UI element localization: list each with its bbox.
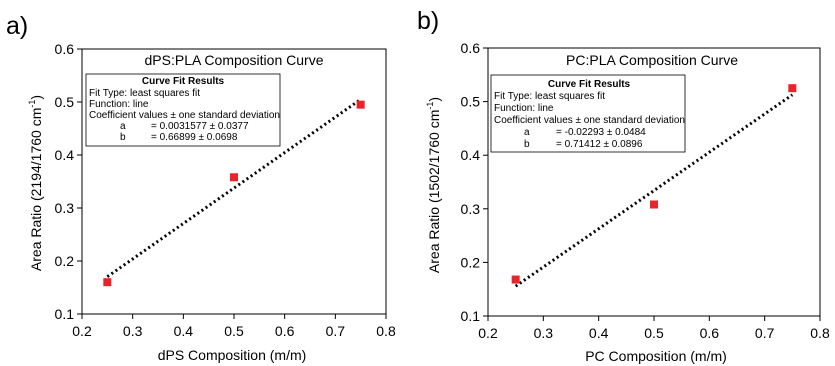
panel-b-fit-coef-header: Coefficient values ± one standard deviat… bbox=[494, 115, 685, 126]
panel-a-x-tick-label: 0.5 bbox=[224, 323, 244, 339]
panel-a-fit-coef-b-value: = 0.66899 ± 0.0698 bbox=[151, 132, 238, 143]
panel-a-fit-line bbox=[106, 98, 362, 278]
panel-b-x-tick-label: 0.3 bbox=[534, 325, 554, 341]
panel-b-y-tick-label: 0.5 bbox=[461, 94, 481, 110]
panel-a-data-point bbox=[103, 278, 112, 287]
panel-b-data-points bbox=[511, 84, 797, 284]
panel-a-fit-box: Curve Fit Results Fit Type: least square… bbox=[85, 73, 281, 147]
panel-b-x-tick-label: 0.2 bbox=[478, 325, 498, 341]
panel-b-fit-coef-b-value: = 0.71412 ± 0.0896 bbox=[556, 139, 643, 150]
panel-a-x-tick-label: 0.8 bbox=[376, 323, 396, 339]
panel-b-x-ticks: 0.2 0.3 0.4 0.5 0.6 0.7 0.8 bbox=[478, 316, 830, 341]
panel-a-y-tick-label: 0.3 bbox=[55, 200, 75, 216]
panel-a-y-axis-label: Area Ratio (2194/1760 cm-1) bbox=[27, 95, 44, 271]
panel-b-fit-function: Function: line bbox=[494, 103, 554, 114]
panel-b-fit-coef-a-value: = -0.02293 ± 0.0484 bbox=[556, 127, 646, 138]
panel-a-fit-coef-a-value: = 0.0031577 ± 0.0377 bbox=[151, 121, 249, 132]
panel-b-x-tick-label: 0.7 bbox=[755, 325, 775, 341]
panel-b-fit-coef-b-name: b bbox=[524, 139, 530, 150]
panel-b-y-tick-label: 0.3 bbox=[461, 201, 481, 217]
panel-a-y-axis-label-sup: -1 bbox=[27, 100, 37, 108]
panel-a-letter: a) bbox=[6, 12, 28, 40]
panel-b-y-ticks: 0.1 0.2 0.3 0.4 0.5 0.6 bbox=[461, 40, 488, 324]
panel-b-data-point bbox=[788, 84, 797, 93]
panel-a-data-point bbox=[230, 173, 238, 182]
panel-b-x-tick-label: 0.8 bbox=[810, 325, 830, 341]
panel-b-x-tick-label: 0.4 bbox=[589, 325, 609, 341]
panel-a-x-tick-label: 0.3 bbox=[123, 323, 143, 339]
panel-a-x-ticks: 0.2 0.3 0.4 0.5 0.6 0.7 0.8 bbox=[72, 314, 396, 339]
panel-b-fit-box: Curve Fit Results Fit Type: least square… bbox=[490, 74, 686, 153]
panel-b-y-axis-label-sup: -1 bbox=[425, 102, 435, 110]
panel-a-y-tick-label: 0.5 bbox=[55, 94, 75, 110]
panel-a-x-tick-label: 0.7 bbox=[326, 323, 346, 339]
panel-b-y-axis-label-main: Area Ratio (1502/1760 cm bbox=[426, 110, 442, 273]
panel-a-y-axis-label-main: Area Ratio (2194/1760 cm bbox=[28, 108, 44, 271]
panel-a-title: dPS:PLA Composition Curve bbox=[145, 52, 324, 68]
panel-b-y-axis-label-close: ) bbox=[426, 97, 442, 102]
panel-b-letter: b) bbox=[417, 7, 439, 35]
panel-b: b) PC:PLA Composition Curve 0.2 0.3 0.4 0.5… bbox=[417, 7, 830, 364]
panel-b-x-tick-label: 0.6 bbox=[700, 325, 720, 341]
panel-a-data-points bbox=[103, 100, 365, 287]
panel-a-y-tick-label: 0.4 bbox=[55, 147, 75, 163]
panel-a-x-tick-label: 0.4 bbox=[174, 323, 194, 339]
panel-b-y-axis-label: Area Ratio (1502/1760 cm-1) bbox=[425, 97, 442, 273]
panel-a-data-point bbox=[356, 100, 365, 109]
panel-a-fit-box-frame bbox=[85, 73, 281, 147]
panel-b-y-tick-label: 0.1 bbox=[461, 308, 481, 324]
panel-b-fit-coef-a-name: a bbox=[524, 127, 530, 138]
panel-b-y-tick-label: 0.4 bbox=[461, 147, 481, 163]
panel-a-fit-coef-a-name: a bbox=[120, 121, 126, 132]
panel-a-x-tick-label: 0.6 bbox=[275, 323, 295, 339]
panel-a-x-axis-label: dPS Composition (m/m) bbox=[158, 347, 307, 363]
panel-a-fit-box-title: Curve Fit Results bbox=[142, 76, 225, 87]
panel-a: a) dPS:PLA Composition Curve 0.2 0.3 0.4 0.… bbox=[6, 12, 396, 363]
panel-a-x-tick-label: 0.2 bbox=[72, 323, 92, 339]
panel-a-y-axis-label-close: ) bbox=[28, 95, 44, 100]
panel-b-x-axis-label: PC Composition (m/m) bbox=[585, 348, 727, 364]
panel-a-fit-coef-b-name: b bbox=[120, 132, 126, 143]
panel-b-y-tick-label: 0.2 bbox=[461, 254, 481, 270]
panel-a-y-ticks: 0.1 0.2 0.3 0.4 0.5 0.6 bbox=[55, 41, 82, 322]
panel-a-y-tick-label: 0.2 bbox=[55, 253, 75, 269]
panel-b-fit-box-frame bbox=[490, 74, 686, 153]
panel-b-x-tick-label: 0.5 bbox=[644, 325, 664, 341]
panel-b-fit-box-title: Curve Fit Results bbox=[548, 79, 631, 90]
panel-a-y-tick-label: 0.6 bbox=[55, 41, 75, 57]
panel-a-fit-function: Function: line bbox=[89, 99, 149, 110]
panel-a-fit-type: Fit Type: least squares fit bbox=[89, 88, 200, 99]
panel-b-y-tick-label: 0.6 bbox=[461, 40, 481, 56]
panel-b-data-point bbox=[650, 200, 658, 209]
panel-a-fit-coef-header: Coefficient values ± one standard deviat… bbox=[89, 110, 280, 121]
panel-b-data-point bbox=[511, 275, 520, 284]
panel-a-y-tick-label: 0.1 bbox=[55, 306, 75, 322]
panel-b-fit-type: Fit Type: least squares fit bbox=[494, 91, 605, 102]
panel-b-fit-line bbox=[514, 93, 794, 288]
panel-b-title: PC:PLA Composition Curve bbox=[566, 52, 738, 68]
